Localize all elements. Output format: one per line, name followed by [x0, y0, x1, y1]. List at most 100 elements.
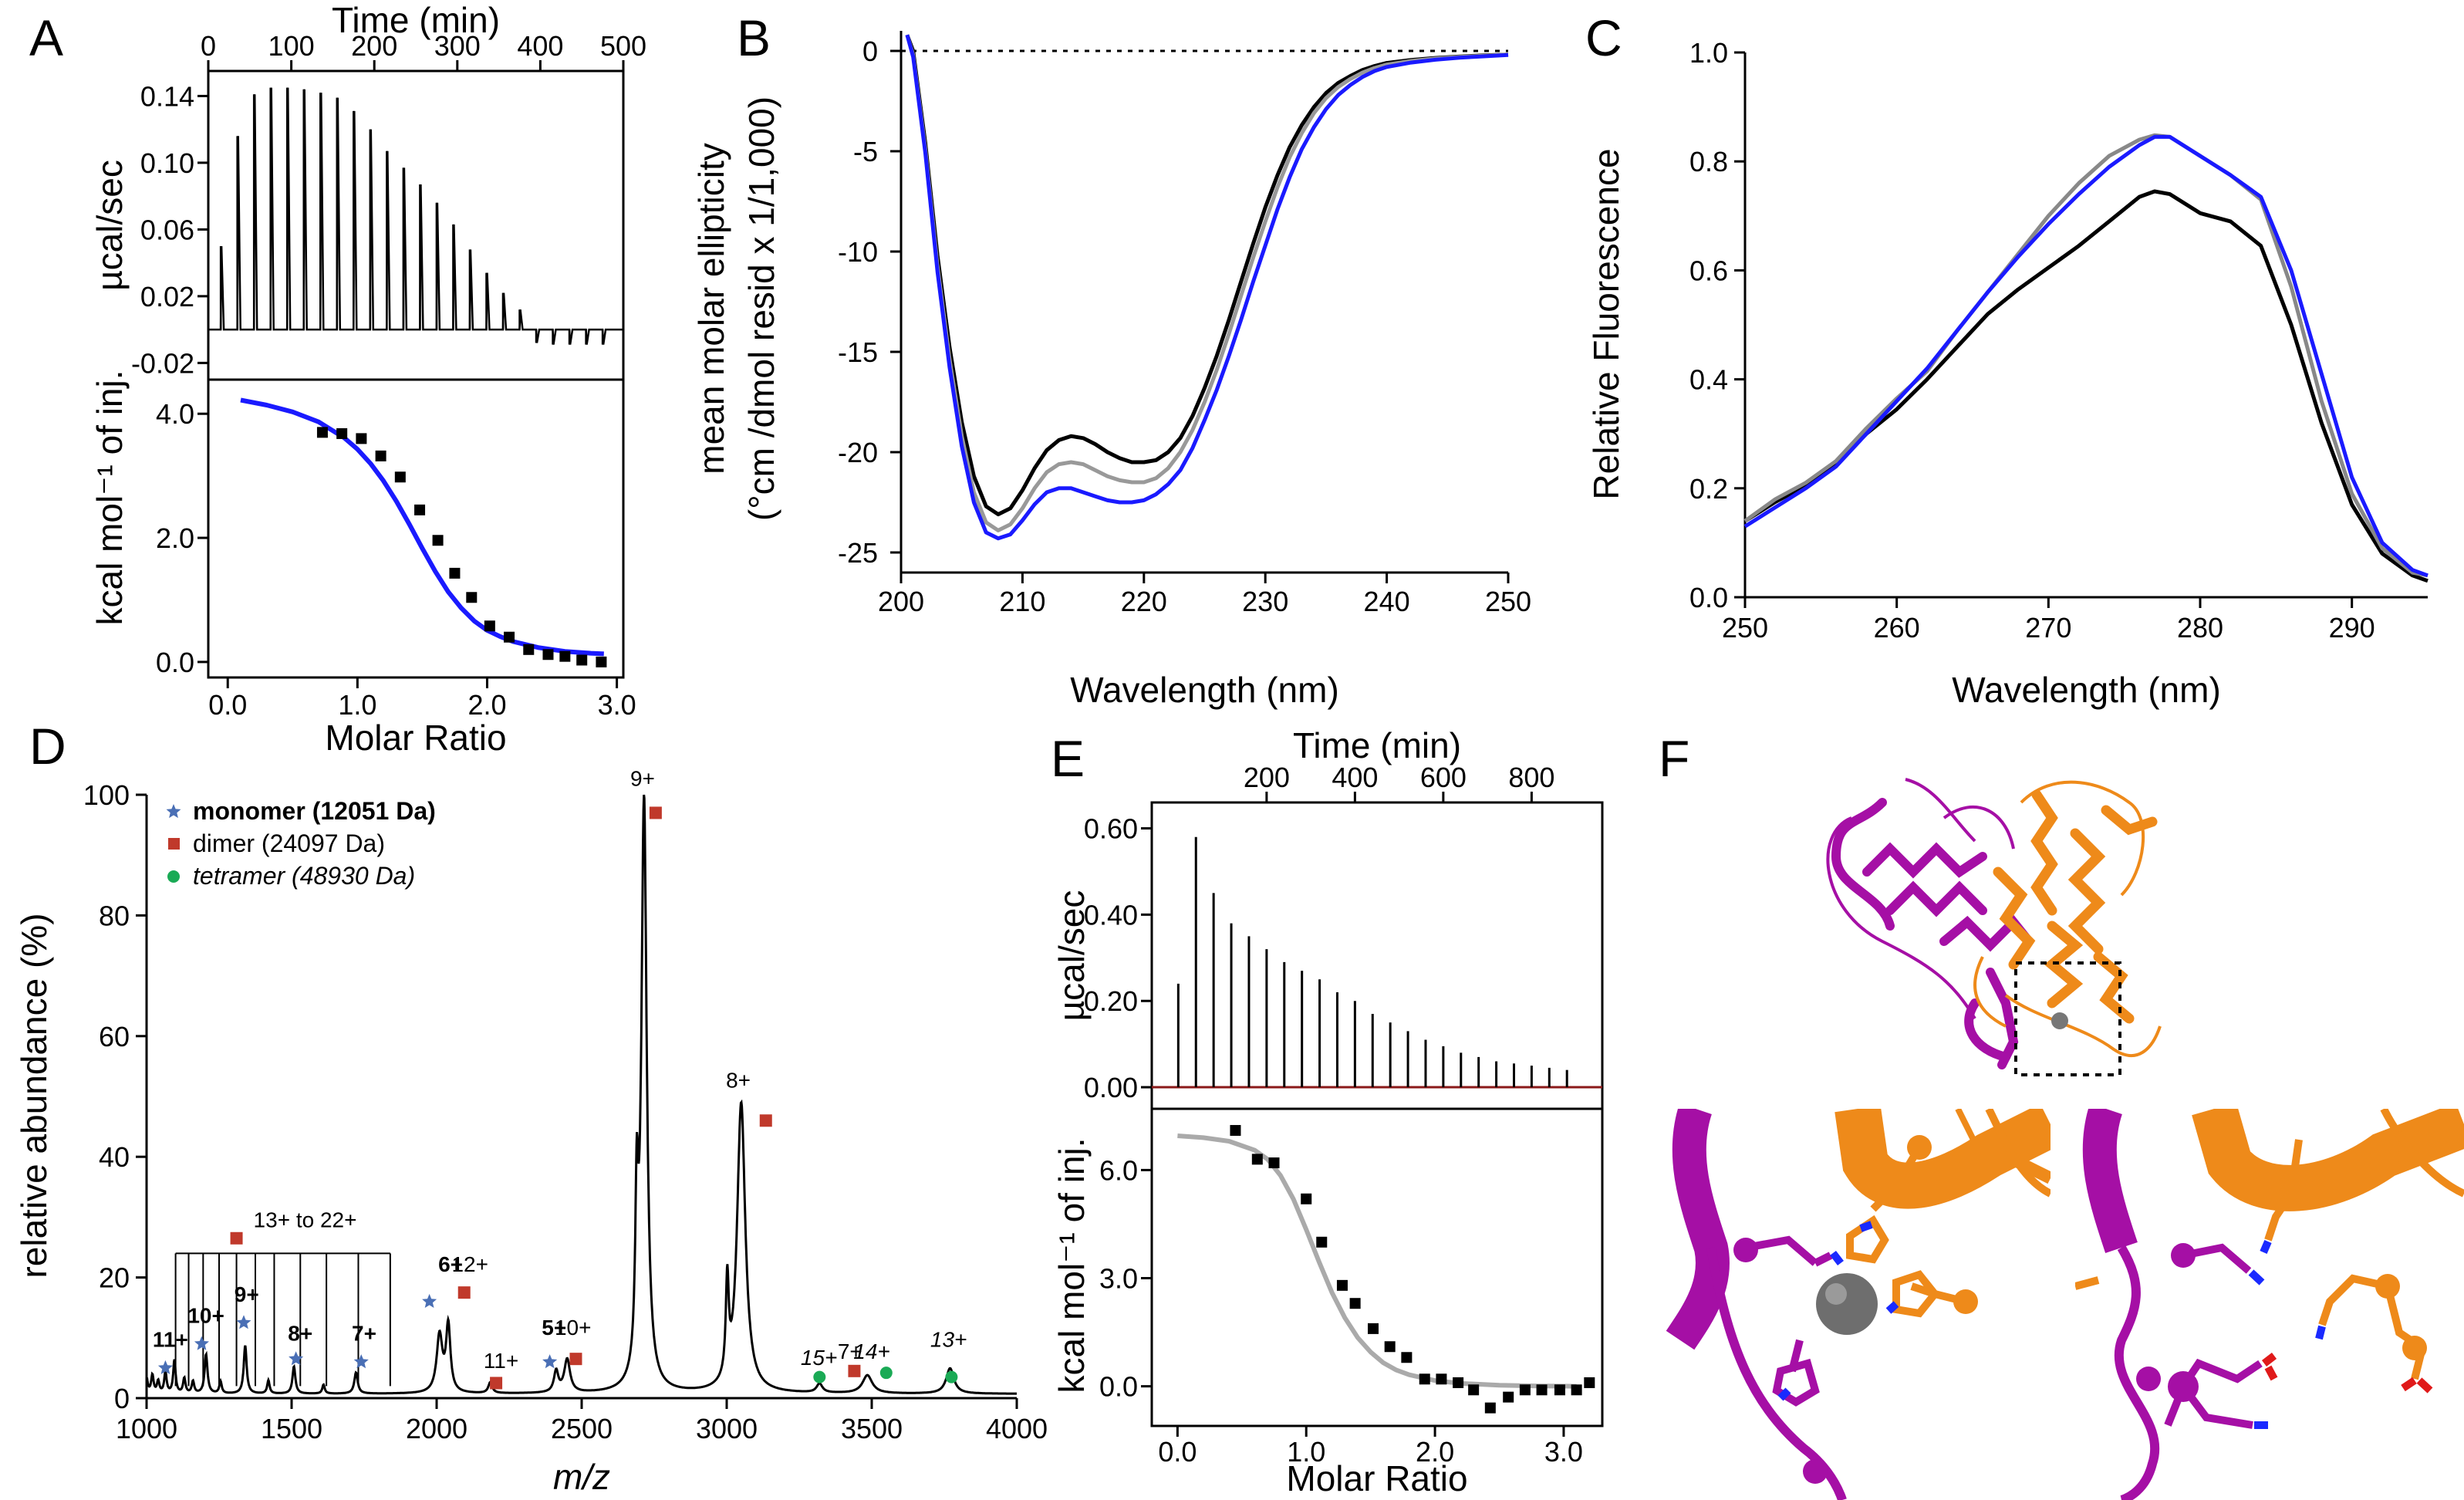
charge-state-label: 8+	[288, 1322, 312, 1346]
ellipticity-axis-tick-label: -5	[853, 136, 878, 167]
fluorescence-axis-tick-label: 0.8	[1689, 146, 1728, 177]
time-axis-tick-label: 300	[434, 30, 481, 62]
dimer-marker	[848, 1364, 861, 1377]
dimer-marker	[759, 1114, 772, 1127]
wavelength-axis-tick-label: 250	[1485, 586, 1531, 617]
fit-curve	[240, 397, 604, 657]
panel-label-b: B	[737, 9, 771, 66]
data-point	[1401, 1352, 1413, 1363]
charge-state-label: 9+	[630, 766, 655, 790]
time-axis-title: Time (min)	[332, 0, 500, 40]
structure-overview	[1826, 778, 2162, 1076]
data-point	[414, 504, 426, 515]
legend-star-icon	[166, 804, 181, 819]
ucal-axis-tick-label: 0.10	[140, 147, 194, 179]
data-point	[542, 649, 554, 660]
time-axis-tick-label: 500	[600, 30, 646, 62]
data-point	[1584, 1377, 1595, 1388]
data-point	[336, 427, 348, 439]
molar-ratio-axis-tick-label: 2.0	[467, 689, 506, 721]
molar-ratio-axis-tick-label: 1.0	[1287, 1436, 1325, 1468]
legend-square-icon	[168, 838, 180, 850]
fluorescence-axis-tick-label: 0.2	[1689, 473, 1728, 505]
panel-label-c: C	[1585, 9, 1622, 66]
monomer-marker	[422, 1293, 437, 1308]
kcal-axis-title: kcal mol⁻¹ of inj.	[1051, 1137, 1092, 1393]
ucal-axis-tick-label: 0.40	[1084, 899, 1138, 931]
data-point	[449, 567, 461, 579]
panel-label-f: F	[1659, 730, 1689, 787]
bracket-label: 13+ to 22+	[254, 1208, 357, 1231]
data-point	[1503, 1391, 1514, 1403]
data-point	[596, 656, 607, 667]
time-axis-tick-label: 800	[1508, 762, 1554, 793]
data-point	[523, 644, 535, 655]
ucal-axis-title: µcal/sec	[89, 160, 130, 291]
abundance-axis-tick-label: 0	[114, 1383, 130, 1414]
data-point	[1519, 1384, 1531, 1396]
fluorescence-series-line	[1743, 133, 2429, 578]
kcal-axis-tick-label: 3.0	[1099, 1263, 1138, 1295]
dimer-marker	[457, 1286, 471, 1299]
legend-label: dimer (24097 Da)	[193, 829, 385, 857]
ellipticity-axis-tick-label: 0	[862, 35, 878, 67]
data-point	[1384, 1341, 1396, 1353]
panel-label-e: E	[1051, 730, 1085, 787]
data-point	[316, 427, 328, 438]
mz-axis-tick-label: 2000	[406, 1413, 467, 1444]
thermogram-trace	[208, 87, 624, 345]
mass-spectrum-trace	[145, 794, 1017, 1395]
data-point	[432, 535, 444, 546]
ucal-axis-tick-label: 0.60	[1084, 813, 1138, 845]
charge-state-label: 7+	[352, 1322, 376, 1346]
abundance-axis-tick-label: 80	[99, 900, 130, 931]
mz-axis-tick-label: 1000	[116, 1413, 177, 1444]
data-point	[576, 654, 588, 666]
ellipticity-axis-units: (°cm /dmol resid x 1/1,000)	[741, 96, 781, 521]
charge-state-label: 7+	[838, 1340, 862, 1363]
wavelength-axis-tick-label: 270	[2025, 612, 2071, 644]
abundance-axis-tick-label: 60	[99, 1021, 130, 1052]
data-point	[1316, 1236, 1328, 1248]
abundance-axis-title: relative abundance (%)	[14, 913, 54, 1278]
fit-curve	[1177, 1133, 1577, 1389]
charge-state-label: 5+	[542, 1316, 566, 1340]
molar-ratio-axis-tick-label: 3.0	[598, 689, 636, 721]
charge-state-label: 6+	[438, 1252, 463, 1276]
zoom-view-metal-bound	[1665, 1109, 2051, 1500]
charge-state-label: 11+	[153, 1328, 188, 1352]
wavelength-axis-tick-label: 290	[2329, 612, 2375, 644]
time-axis-tick-label: 0	[201, 30, 216, 62]
isotherm-frame	[207, 378, 625, 679]
abundance-axis-tick-label: 40	[99, 1141, 130, 1173]
ellipticity-axis-tick-label: -20	[838, 437, 878, 468]
molar-ratio-axis-title: Molar Ratio	[325, 718, 506, 758]
ellipticity-axis-tick-label: -10	[838, 236, 878, 268]
chart-a-itc: 0 100 200 300 400 500 Time (min) -0.02 0.02 0.06 0…	[89, 0, 646, 758]
data-point	[1349, 1298, 1361, 1309]
data-point	[1554, 1384, 1565, 1396]
mz-axis-tick-label: 2500	[551, 1413, 613, 1444]
charge-state-label: 13+	[930, 1328, 967, 1352]
charge-state-label: 11+	[484, 1349, 518, 1373]
data-point	[1230, 1125, 1241, 1137]
monomer-marker	[289, 1351, 304, 1366]
ucal-axis-tick-label: 0.20	[1084, 985, 1138, 1017]
wavelength-axis-tick-label: 250	[1722, 612, 1768, 644]
ucal-axis-title: µcal/sec	[1051, 890, 1092, 1022]
molar-ratio-axis-tick-label: 0.0	[1158, 1436, 1197, 1468]
fluorescence-series-line	[1743, 134, 2429, 578]
charge-state-label: 10+	[555, 1316, 592, 1340]
wavelength-axis-tick-label: 230	[1242, 586, 1288, 617]
fluorescence-axis-title: Relative Fluorescence	[1586, 148, 1626, 499]
ucal-axis-tick-label: -0.02	[131, 347, 194, 379]
chart-d-mass-spectrum: 1000 1500 2000 2500 3000 3500 4000 m/z 0 20 40 60 80…	[14, 766, 1048, 1497]
ellipticity-axis-tick-label: -25	[838, 537, 878, 569]
data-point	[1301, 1193, 1312, 1204]
fluorescence-axis-tick-label: 0.0	[1689, 582, 1728, 613]
data-point	[1367, 1323, 1379, 1334]
time-axis-tick-label: 600	[1420, 762, 1467, 793]
abundance-axis-tick-label: 100	[83, 779, 130, 811]
kcal-axis-title: kcal mol⁻¹ of inj.	[89, 370, 130, 625]
dimer-marker	[230, 1231, 243, 1245]
